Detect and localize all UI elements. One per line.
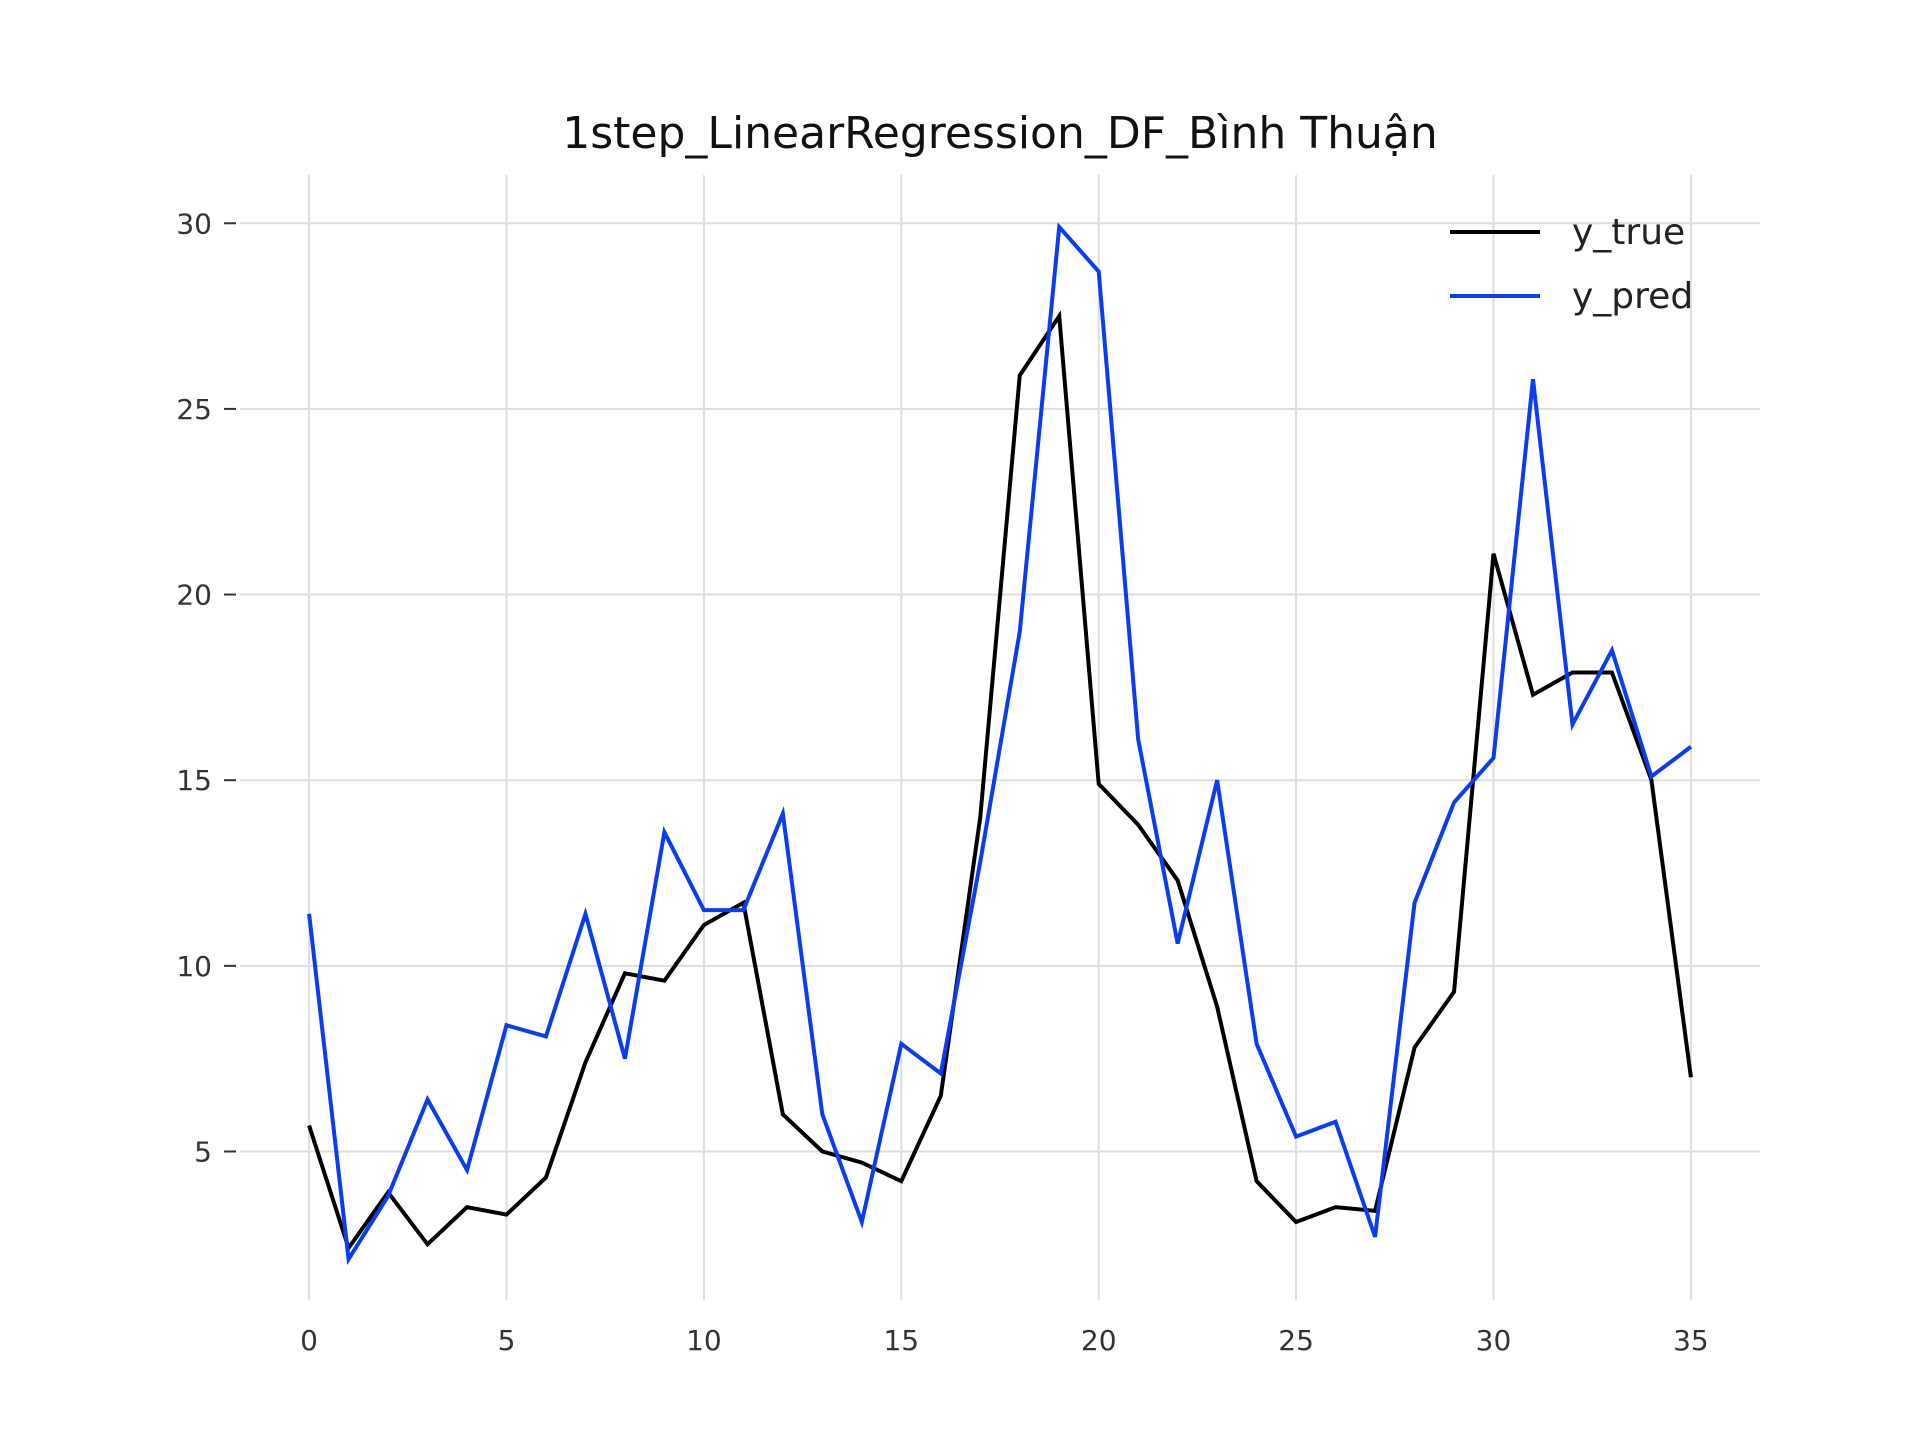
y-tick-label: 25 <box>176 393 212 426</box>
x-tick-label: 20 <box>1081 1324 1117 1357</box>
x-tick-label: 10 <box>686 1324 722 1357</box>
y-tick-label: 15 <box>176 764 212 797</box>
series-layer <box>307 222 1693 1266</box>
x-tick-label: 25 <box>1278 1324 1314 1357</box>
y-tick-label: 5 <box>194 1135 212 1168</box>
y-tick-label: 30 <box>176 207 212 240</box>
y-tick-label: 10 <box>176 950 212 983</box>
y-tick-label: 20 <box>176 579 212 612</box>
x-tick-label: 35 <box>1673 1324 1709 1357</box>
x-tick-label: 5 <box>498 1324 516 1357</box>
x-tick-label: 0 <box>300 1324 318 1357</box>
chart-title: 1step_LinearRegression_DF_Bình Thuận <box>562 108 1437 159</box>
x-tick-label: 30 <box>1476 1324 1512 1357</box>
legend: y_true y_pred <box>1450 212 1693 317</box>
series-line-y-true <box>307 310 1693 1253</box>
x-tick-label: 15 <box>883 1324 919 1357</box>
legend-label-y-pred: y_pred <box>1572 276 1693 317</box>
series-line-y-pred <box>307 222 1693 1266</box>
tick-layer: 0 5 10 15 20 25 30 35 5 10 15 20 25 30 <box>176 207 1708 1357</box>
legend-label-y-true: y_true <box>1572 212 1685 253</box>
grid-layer <box>240 175 1760 1300</box>
